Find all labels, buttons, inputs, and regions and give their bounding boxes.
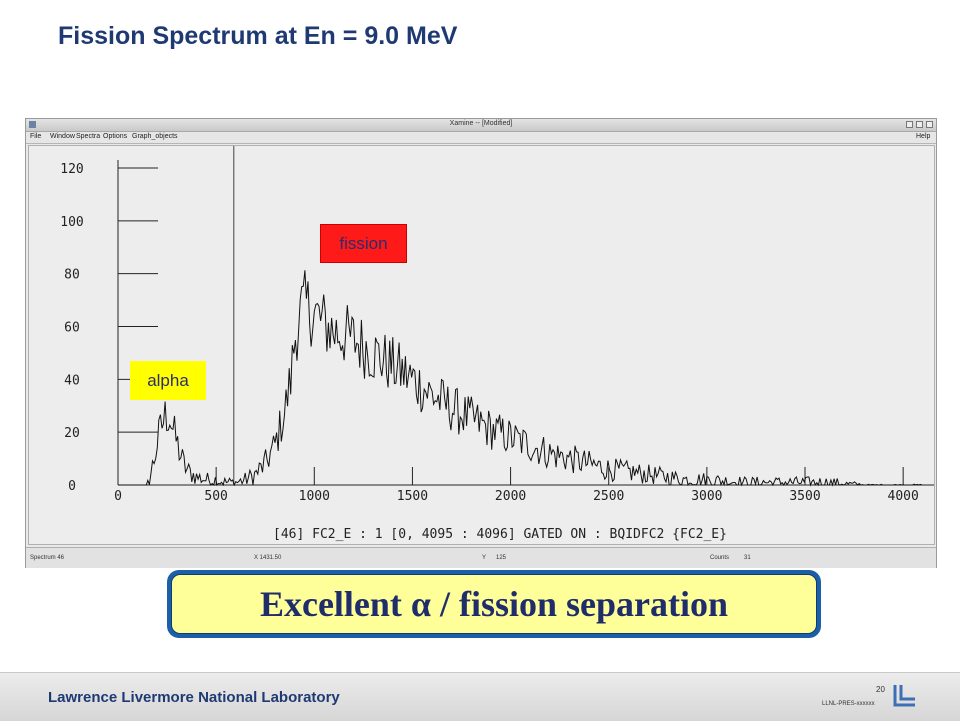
menu-window[interactable]: Window — [50, 133, 75, 140]
x-tick-label: 3500 — [789, 489, 820, 504]
menu-help[interactable]: Help — [916, 133, 931, 140]
footer: Lawrence Livermore National Laboratory 2… — [0, 672, 960, 721]
menubar: File Window Spectra Options Graph_object… — [26, 132, 936, 144]
status-spectrum: Spectrum 46 — [30, 555, 65, 561]
status-counts-label: Counts — [710, 555, 730, 561]
llnl-logo — [893, 685, 915, 707]
x-axis-label: [46] FC2_E : 1 [0, 4095 : 4096] GATED ON… — [273, 527, 727, 542]
y-tick-label: 0 — [68, 479, 76, 494]
maximize-icon[interactable] — [916, 121, 923, 128]
window-title: Xamine -- [Modified] — [449, 120, 513, 127]
callout-box: Excellent α / fission separation — [167, 570, 821, 638]
status-counts-value: 31 — [744, 555, 751, 561]
x-tick-label: 1500 — [397, 489, 428, 504]
x-tick-label: 2000 — [495, 489, 526, 504]
app-icon — [29, 121, 36, 128]
y-tick-label: 40 — [64, 373, 80, 388]
alpha-label: alpha — [130, 361, 206, 400]
minimize-icon[interactable] — [906, 121, 913, 128]
status-bar: Spectrum 46 X 1431.50 Y 125 Counts 31 — [26, 547, 936, 568]
window-titlebar: Xamine -- [Modified] — [26, 119, 936, 132]
menu-spectra[interactable]: Spectra — [76, 133, 101, 140]
y-tick-label: 120 — [60, 162, 83, 177]
xamine-window: Xamine -- [Modified] File Window Spectra… — [25, 118, 937, 568]
y-tick-label: 100 — [60, 215, 83, 230]
fission-label: fission — [320, 224, 407, 263]
menu-graph-objects[interactable]: Graph_objects — [132, 133, 178, 140]
x-tick-label: 4000 — [888, 489, 919, 504]
x-tick-label: 2500 — [593, 489, 624, 504]
x-tick-label: 1000 — [299, 489, 330, 504]
spectrum-line — [118, 270, 923, 487]
status-y-label: Y — [482, 555, 487, 561]
y-tick-label: 20 — [64, 426, 80, 441]
menu-file[interactable]: File — [30, 133, 42, 140]
status-y-value: 125 — [496, 555, 507, 561]
callout-text: Excellent α / fission separation — [171, 574, 817, 634]
x-tick-label: 500 — [204, 489, 227, 504]
spectrum-pane[interactable] — [28, 145, 935, 545]
x-tick-label: 3000 — [691, 489, 722, 504]
doc-id: LLNL-PRES-xxxxxx — [822, 701, 875, 707]
y-tick-label: 60 — [64, 321, 80, 336]
x-tick-label: 0 — [114, 489, 122, 504]
page-number: 20 — [876, 685, 885, 694]
lab-name: Lawrence Livermore National Laboratory — [48, 689, 340, 706]
close-icon[interactable] — [926, 121, 933, 128]
status-x: X 1431.50 — [254, 555, 282, 561]
y-tick-label: 80 — [64, 268, 80, 283]
slide-title: Fission Spectrum at En = 9.0 MeV — [58, 22, 458, 50]
menu-options[interactable]: Options — [103, 133, 128, 140]
